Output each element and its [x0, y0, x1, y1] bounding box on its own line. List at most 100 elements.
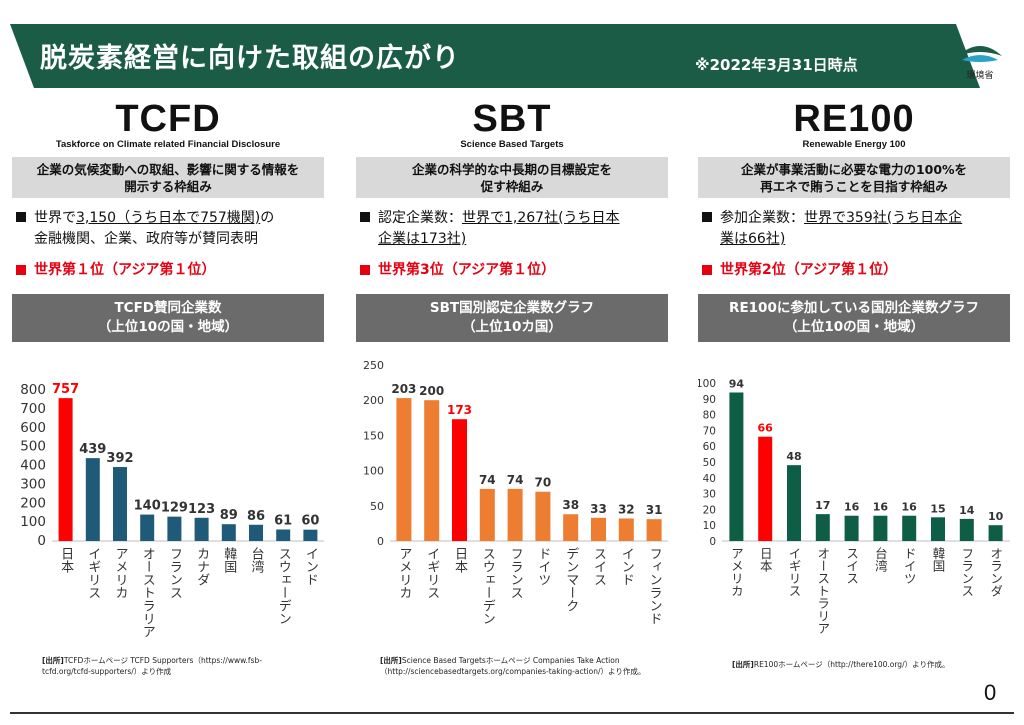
y-tick-label: 40: [703, 473, 716, 485]
bar-value-label: 123: [188, 502, 215, 517]
bar: [221, 524, 236, 541]
framework-description: 企業の気候変動への取組、影響に関する情報を 開示する枠組み: [12, 157, 324, 198]
y-tick-label: 800: [20, 382, 46, 398]
category-label: フランス: [959, 547, 974, 597]
y-tick-label: 0: [709, 536, 716, 548]
ranking-text: 世界第１位（アジア第１位）: [34, 262, 216, 278]
y-tick-label: 300: [20, 476, 46, 492]
bar-value-label: 61: [274, 513, 292, 528]
category-label: アメリカ: [396, 547, 411, 599]
ranking-text: 世界第3位（アジア第１位）: [378, 262, 556, 278]
y-tick-label: 250: [363, 359, 384, 372]
bar-value-label: 89: [220, 508, 238, 523]
bullet-underlined-text: 世界で359社(うち日本企: [804, 210, 963, 226]
tcfd-column: TCFD Taskforce on Climate related Financ…: [12, 98, 324, 342]
y-tick-label: 150: [363, 429, 384, 442]
bar-value-label: 33: [590, 502, 607, 516]
bar: [931, 517, 945, 541]
framework-fullname: Renewable Energy 100: [802, 139, 906, 150]
category-label: 韓国: [931, 547, 946, 572]
framework-description: 企業の科学的な中長期の目標設定を 促す枠組み: [356, 157, 668, 198]
y-tick-label: 700: [20, 401, 46, 417]
bullet-square-icon: [360, 265, 370, 275]
re100-bar-chart: 0 10 20 30 40 50 60 70 80 90 100 94 アメリカ 66 日本 48 イギリス 17…: [698, 377, 1010, 635]
bar-value-label: 140: [134, 499, 161, 514]
participation-bullet: 参加企業数：世界で359社(うち日本企 業は66社): [698, 208, 1010, 250]
chart-title-line-1: SBT国別認定企業数グラフ: [429, 300, 595, 316]
bullet-underlined-text: 世界で1,267社(うち日本: [462, 210, 620, 226]
source-text-line-2: （http://sciencebasedtargets.org/companie…: [380, 667, 646, 676]
y-tick-label: 60: [703, 441, 716, 453]
y-tick-label: 50: [370, 500, 384, 513]
bar: [902, 515, 917, 541]
bullet-text: 世界で: [34, 210, 76, 226]
category-label: イギリス: [85, 547, 100, 599]
bar: [85, 458, 100, 541]
bar-value-label: 38: [562, 498, 579, 512]
bullet-text: 認定企業数：: [378, 210, 462, 226]
framework-fullname: Science Based Targets: [460, 139, 564, 150]
bar-value-label: 17: [815, 499, 830, 512]
description-line-1: 企業の気候変動への取組、影響に関する情報を: [36, 162, 300, 177]
category-label: 日本: [58, 547, 74, 573]
ranking-text: 世界第2位（アジア第１位）: [720, 262, 898, 278]
y-tick-label: 200: [363, 394, 384, 407]
participation-bullet: 世界で3,150（うち日本で757機関)の 金融機関、企業、政府等が賛同表明: [12, 208, 324, 250]
bar: [815, 514, 830, 541]
category-label: スウェーデン: [276, 547, 291, 625]
bar-value-label: 74: [507, 473, 524, 487]
chart-title-line-1: TCFD賛同企業数: [114, 300, 222, 316]
y-tick-label: 100: [20, 514, 46, 530]
bar: [844, 515, 859, 541]
bar-value-label: 10: [988, 510, 1004, 523]
bar: [167, 516, 182, 541]
bar-value-label: 86: [247, 509, 265, 524]
bar: [452, 419, 467, 541]
bullet-text: 参加企業数：: [720, 210, 804, 226]
banner-shape: [10, 24, 980, 88]
framework-name: RE100: [793, 98, 915, 140]
bar: [563, 514, 579, 541]
category-label: スイス: [591, 547, 606, 586]
bullet-underlined-text-line-2: 企業は173社): [378, 231, 467, 247]
chart-title-line-1: RE100に参加している国別企業数グラフ: [729, 300, 979, 316]
ministry-logo-text: 環境省: [966, 71, 994, 81]
bar: [591, 517, 606, 541]
sbt-bar-chart: 0 50 100 150 200 250 203 アメリカ 200 イギリス 173 日本 74 スウェー…: [363, 359, 668, 625]
category-label: 日本: [758, 547, 773, 573]
bullet-underlined-text-line-2: 業は66社): [720, 231, 786, 247]
category-label: アメリカ: [113, 547, 128, 599]
y-tick-label: 90: [703, 394, 716, 406]
bar-value-label: 70: [535, 476, 552, 490]
chart-title-line-2: （上位10の国・地域）: [97, 319, 239, 335]
bar-value-label: 16: [873, 501, 889, 514]
bullet-square-icon: [16, 212, 26, 222]
source-text-line-1: TCFDホームページ TCFD Supporters（https://www.f…: [63, 656, 262, 665]
y-tick-label: 500: [20, 439, 46, 455]
category-label: 韓国: [221, 547, 237, 573]
ministry-logo-icon: [958, 46, 1002, 62]
bar: [303, 529, 318, 541]
bar-value-label: 757: [52, 382, 79, 397]
bar-value-label: 16: [844, 501, 860, 514]
bar: [194, 517, 209, 541]
category-label: 日本: [452, 547, 468, 573]
ranking-bullet: 世界第3位（アジア第１位）: [356, 260, 668, 280]
category-label: フランス: [167, 547, 182, 599]
bar-value-label: 200: [419, 384, 444, 398]
ranking-bullet: 世界第2位（アジア第１位）: [698, 260, 1010, 280]
y-tick-label: 20: [703, 504, 716, 516]
y-tick-label: 0: [37, 533, 46, 549]
bar: [58, 398, 73, 541]
bar-value-label: 203: [391, 382, 416, 396]
chart-title: TCFD賛同企業数 （上位10の国・地域）: [12, 294, 324, 342]
y-tick-label: 100: [363, 465, 384, 478]
y-tick-label: 50: [703, 457, 716, 469]
y-tick-label: 70: [703, 425, 716, 437]
category-label: スウェーデン: [480, 547, 495, 625]
chart-title-line-2: （上位10の国・地域）: [783, 319, 925, 335]
bar-value-label: 129: [161, 501, 188, 516]
sbt-column: SBT Science Based Targets 企業の科学的な中長期の目標設…: [356, 98, 668, 342]
bar: [988, 525, 1003, 541]
description-line-2: 再エネで賄うことを目指す枠組み: [760, 179, 948, 194]
